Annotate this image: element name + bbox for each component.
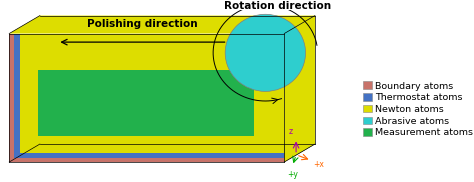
Text: +y: +y	[287, 170, 298, 179]
Ellipse shape	[225, 14, 306, 91]
Polygon shape	[9, 144, 315, 162]
Polygon shape	[16, 144, 315, 159]
Text: Polishing direction: Polishing direction	[87, 19, 198, 29]
Polygon shape	[284, 16, 315, 162]
Text: Rotation direction: Rotation direction	[224, 1, 331, 11]
Polygon shape	[9, 33, 19, 162]
Polygon shape	[9, 33, 14, 162]
Polygon shape	[9, 16, 315, 33]
Polygon shape	[9, 33, 284, 162]
Text: +x: +x	[313, 160, 324, 169]
Polygon shape	[9, 153, 284, 162]
Polygon shape	[9, 158, 284, 162]
Polygon shape	[37, 70, 254, 136]
Legend: Boundary atoms, Thermostat atoms, Newton atoms, Abrasive atoms, Measurement atom: Boundary atoms, Thermostat atoms, Newton…	[363, 82, 474, 137]
Text: z: z	[289, 127, 293, 136]
